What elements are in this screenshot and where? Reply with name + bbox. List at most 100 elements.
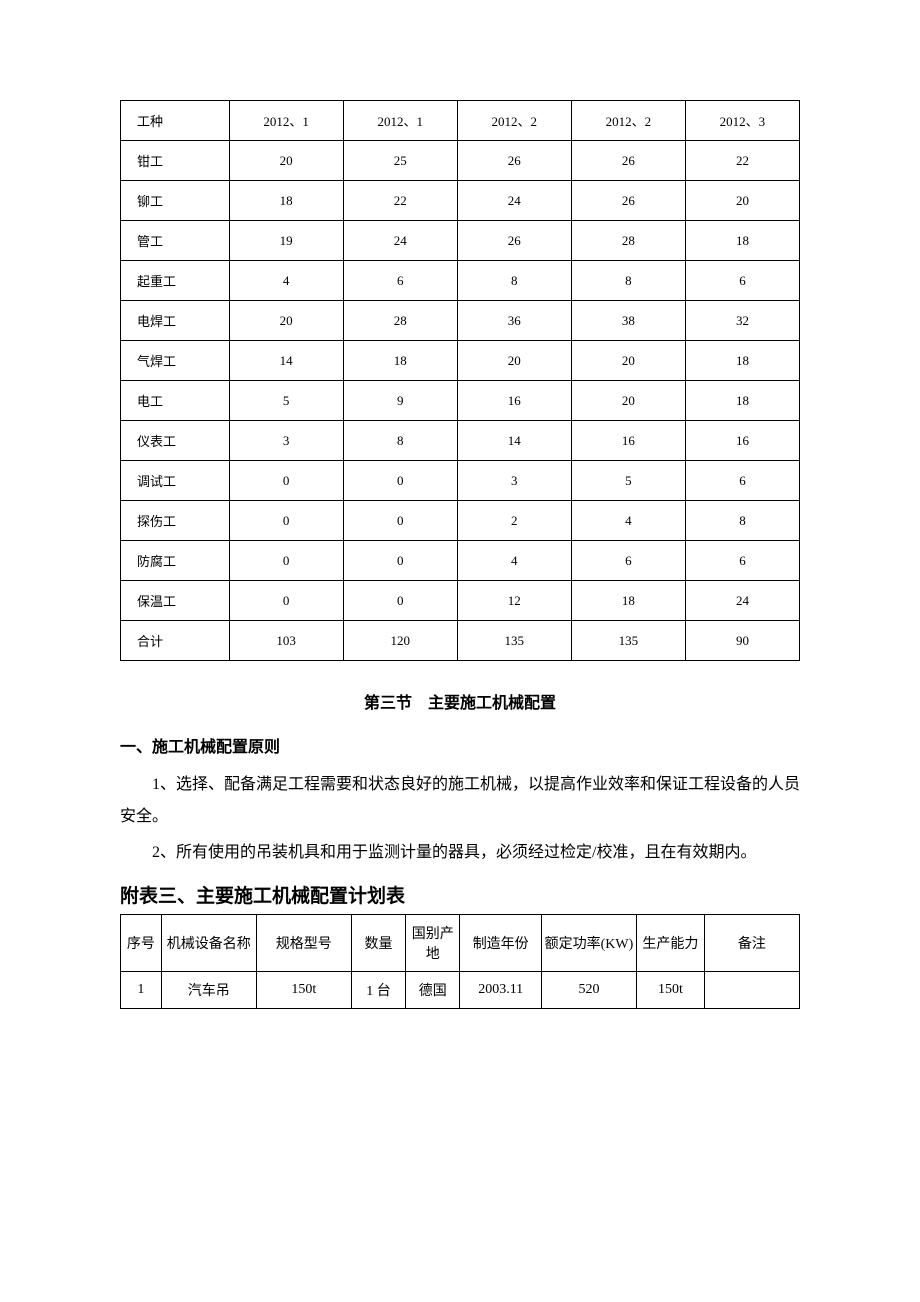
cell: 36 bbox=[457, 301, 571, 341]
cell: 3 bbox=[229, 421, 343, 461]
cell: 18 bbox=[685, 341, 799, 381]
cell: 0 bbox=[343, 461, 457, 501]
cell: 8 bbox=[343, 421, 457, 461]
cell: 24 bbox=[685, 581, 799, 621]
labor-table: 工种 2012、1 2012、1 2012、2 2012、2 2012、3 钳工… bbox=[120, 100, 800, 661]
cell: 25 bbox=[343, 141, 457, 181]
cell: 4 bbox=[229, 261, 343, 301]
cell: 20 bbox=[571, 341, 685, 381]
header-cell: 2012、2 bbox=[457, 101, 571, 141]
table-row: 保温工00121824 bbox=[121, 581, 800, 621]
header-cell: 2012、1 bbox=[229, 101, 343, 141]
cell: 仪表工 bbox=[121, 421, 230, 461]
table-row: 起重工46886 bbox=[121, 261, 800, 301]
cell: 0 bbox=[343, 581, 457, 621]
table-row: 探伤工00248 bbox=[121, 501, 800, 541]
table-row: 钳工2025262622 bbox=[121, 141, 800, 181]
cell: 18 bbox=[571, 581, 685, 621]
cell: 18 bbox=[685, 221, 799, 261]
cell: 32 bbox=[685, 301, 799, 341]
cell: 6 bbox=[685, 261, 799, 301]
cell: 28 bbox=[571, 221, 685, 261]
cell: 6 bbox=[343, 261, 457, 301]
table-row-total: 合计10312013513590 bbox=[121, 621, 800, 661]
cell: 120 bbox=[343, 621, 457, 661]
cell: 26 bbox=[571, 181, 685, 221]
cell: 14 bbox=[457, 421, 571, 461]
cell: 38 bbox=[571, 301, 685, 341]
cell: 9 bbox=[343, 381, 457, 421]
cell: 520 bbox=[541, 972, 636, 1009]
cell: 铆工 bbox=[121, 181, 230, 221]
cell: 16 bbox=[457, 381, 571, 421]
cell: 1 台 bbox=[351, 972, 405, 1009]
cell: 8 bbox=[457, 261, 571, 301]
cell: 探伤工 bbox=[121, 501, 230, 541]
cell: 起重工 bbox=[121, 261, 230, 301]
header-cell: 备注 bbox=[704, 915, 799, 972]
cell: 103 bbox=[229, 621, 343, 661]
cell: 3 bbox=[457, 461, 571, 501]
cell: 20 bbox=[229, 141, 343, 181]
table-row: 电工59162018 bbox=[121, 381, 800, 421]
cell: 2003.11 bbox=[460, 972, 541, 1009]
cell: 0 bbox=[229, 501, 343, 541]
cell: 26 bbox=[571, 141, 685, 181]
cell: 汽车吊 bbox=[161, 972, 256, 1009]
table-header-row: 工种 2012、1 2012、1 2012、2 2012、2 2012、3 bbox=[121, 101, 800, 141]
table-row: 仪表工38141616 bbox=[121, 421, 800, 461]
cell: 5 bbox=[229, 381, 343, 421]
table-row: 电焊工2028363832 bbox=[121, 301, 800, 341]
cell: 24 bbox=[457, 181, 571, 221]
cell: 调试工 bbox=[121, 461, 230, 501]
cell: 135 bbox=[457, 621, 571, 661]
cell: 5 bbox=[571, 461, 685, 501]
cell bbox=[704, 972, 799, 1009]
cell: 26 bbox=[457, 221, 571, 261]
header-cell: 2012、1 bbox=[343, 101, 457, 141]
header-cell: 序号 bbox=[121, 915, 162, 972]
cell: 28 bbox=[343, 301, 457, 341]
cell: 德国 bbox=[406, 972, 460, 1009]
header-cell: 2012、3 bbox=[685, 101, 799, 141]
machinery-table: 序号 机械设备名称 规格型号 数量 国别产地 制造年份 额定功率(KW) 生产能… bbox=[120, 914, 800, 1009]
cell: 0 bbox=[343, 501, 457, 541]
cell: 0 bbox=[229, 541, 343, 581]
heading-principle: 一、施工机械配置原则 bbox=[120, 733, 800, 757]
table-header-row: 序号 机械设备名称 规格型号 数量 国别产地 制造年份 额定功率(KW) 生产能… bbox=[121, 915, 800, 972]
header-cell: 额定功率(KW) bbox=[541, 915, 636, 972]
attachment-title: 附表三、主要施工机械配置计划表 bbox=[120, 881, 800, 908]
header-cell: 数量 bbox=[351, 915, 405, 972]
header-cell: 规格型号 bbox=[256, 915, 351, 972]
cell: 14 bbox=[229, 341, 343, 381]
cell: 12 bbox=[457, 581, 571, 621]
cell: 18 bbox=[685, 381, 799, 421]
cell: 2 bbox=[457, 501, 571, 541]
cell: 90 bbox=[685, 621, 799, 661]
cell: 6 bbox=[685, 461, 799, 501]
cell: 防腐工 bbox=[121, 541, 230, 581]
table-row: 1 汽车吊 150t 1 台 德国 2003.11 520 150t bbox=[121, 972, 800, 1009]
cell: 8 bbox=[571, 261, 685, 301]
header-cell: 机械设备名称 bbox=[161, 915, 256, 972]
cell: 20 bbox=[457, 341, 571, 381]
paragraph-2: 2、所有使用的吊装机具和用于监测计量的器具，必须经过检定/校准，且在有效期内。 bbox=[120, 837, 800, 869]
table-row: 防腐工00466 bbox=[121, 541, 800, 581]
cell: 合计 bbox=[121, 621, 230, 661]
cell: 管工 bbox=[121, 221, 230, 261]
cell: 18 bbox=[343, 341, 457, 381]
cell: 16 bbox=[571, 421, 685, 461]
cell: 18 bbox=[229, 181, 343, 221]
header-cell: 2012、2 bbox=[571, 101, 685, 141]
cell: 20 bbox=[571, 381, 685, 421]
cell: 8 bbox=[685, 501, 799, 541]
cell: 22 bbox=[685, 141, 799, 181]
cell: 6 bbox=[685, 541, 799, 581]
cell: 26 bbox=[457, 141, 571, 181]
cell: 20 bbox=[685, 181, 799, 221]
table-row: 管工1924262818 bbox=[121, 221, 800, 261]
cell: 保温工 bbox=[121, 581, 230, 621]
table-row: 铆工1822242620 bbox=[121, 181, 800, 221]
cell: 0 bbox=[343, 541, 457, 581]
cell: 4 bbox=[457, 541, 571, 581]
